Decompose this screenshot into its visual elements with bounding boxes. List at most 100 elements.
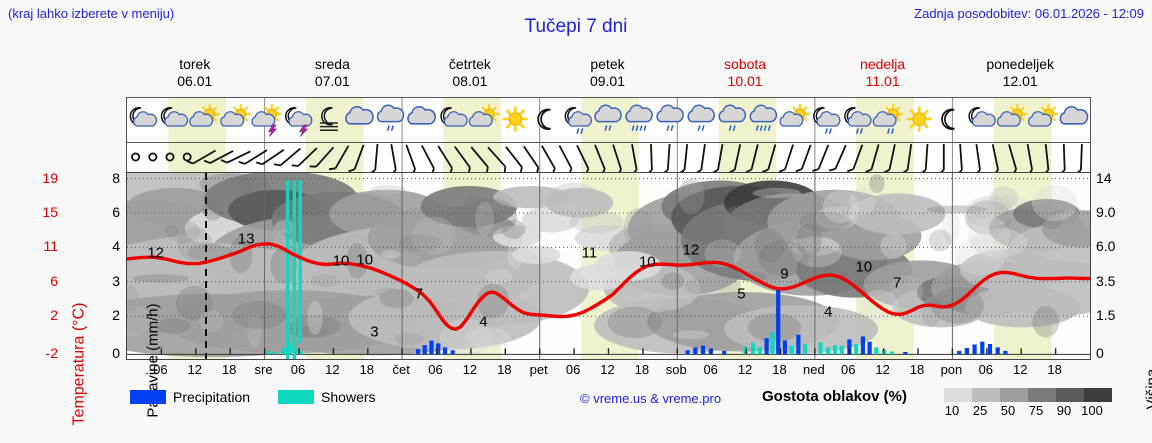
last-update-text: Zadnja posodobitev: 06.01.2026 - 12:09 xyxy=(914,6,1144,21)
wind-barb xyxy=(523,145,540,172)
wind-barb xyxy=(812,144,830,172)
x-tick: 06 xyxy=(703,362,718,377)
colorbar-tick: 10 xyxy=(944,403,960,418)
colorbar-tick: 50 xyxy=(1000,403,1016,418)
wind-barb xyxy=(612,144,622,172)
wind-barb-strip xyxy=(126,143,1091,172)
temperature-label: 12 xyxy=(682,241,700,259)
day-name: torek xyxy=(179,56,211,72)
wind-barb xyxy=(291,147,318,167)
day-header-sreda: sreda 07.01 xyxy=(264,56,402,90)
x-tick: 06 xyxy=(978,362,994,377)
wind-barb xyxy=(348,144,365,172)
x-tick: 18 xyxy=(772,362,787,377)
temperature-label: 13 xyxy=(237,230,255,248)
weather-icon-sun-cloud xyxy=(1028,103,1059,127)
wind-barb xyxy=(761,144,777,172)
wind-barb xyxy=(558,145,573,172)
weather-icon-sun-cloud xyxy=(779,103,811,127)
x-tick: 12 xyxy=(875,362,890,377)
weather-icon-cloud xyxy=(407,106,436,125)
wind-barb xyxy=(182,152,192,162)
chart-legend: Precipitation Showers xyxy=(130,389,376,405)
x-tick: 18 xyxy=(497,362,512,377)
colorbar-segment xyxy=(944,388,972,402)
weather-icon-fog-moon xyxy=(319,106,338,131)
credit-link[interactable]: © vreme.us & vreme.pro xyxy=(580,391,722,406)
x-tick: 18 xyxy=(634,362,650,377)
x-tick: 12 xyxy=(737,362,753,377)
weather-icon-moon-cloud xyxy=(160,106,189,127)
weather-icon-sun-cloud-lightning xyxy=(251,103,282,137)
wind-barb xyxy=(273,147,301,167)
wind-barb xyxy=(370,143,379,172)
x-tick: 06 xyxy=(841,362,856,377)
cloud-density-colorbar xyxy=(944,388,1112,402)
day-name: sreda xyxy=(314,56,350,72)
temperature-label: 10 xyxy=(855,258,873,276)
wind-barb xyxy=(1076,143,1083,172)
x-tick: 12 xyxy=(1012,362,1028,377)
day-date: 06.01 xyxy=(177,73,213,89)
weather-icon-moon-cloud xyxy=(440,106,468,127)
x-tick: sre xyxy=(254,362,273,377)
temperature-label: 7 xyxy=(892,274,902,292)
legend-item-precipitation: Precipitation xyxy=(130,389,250,405)
x-tick: ned xyxy=(802,362,825,377)
x-tick: 12 xyxy=(187,362,203,377)
precipitation-tick: 4 xyxy=(112,238,120,255)
wind-barb xyxy=(594,144,606,172)
wind-barb xyxy=(220,150,251,164)
temperature-label: 4 xyxy=(824,303,833,321)
weather-icon-sun-cloud xyxy=(468,103,500,127)
wind-barb xyxy=(828,144,847,172)
wind-barb xyxy=(696,143,706,172)
colorbar-segment xyxy=(1028,388,1056,402)
colorbar-segment xyxy=(1000,388,1028,402)
day-header-ponedeljek: ponedeljek 12.01 xyxy=(951,56,1089,90)
weather-icon-moon-cloud-lightning xyxy=(285,106,313,137)
precipitation-tick: 2 xyxy=(112,307,120,324)
wind-barb xyxy=(902,143,913,172)
wind-barb xyxy=(846,144,864,172)
weather-icon-cloud xyxy=(1059,106,1089,125)
temperature-tick: 2 xyxy=(50,307,58,324)
colorbar-segment xyxy=(1056,388,1084,402)
wind-barb xyxy=(1008,144,1018,172)
weather-icon-sun xyxy=(502,106,529,132)
day-name: četrtek xyxy=(448,56,491,72)
x-tick: 12 xyxy=(600,362,615,377)
wind-barb xyxy=(975,143,981,172)
x-tick: sob xyxy=(665,362,687,377)
wind-barb xyxy=(405,144,417,172)
weather-icon-moon-cloud-drizzle xyxy=(813,106,841,134)
wind-barb xyxy=(795,144,812,172)
temperature-tick: 19 xyxy=(42,169,58,186)
meteogram-plot xyxy=(126,172,1091,360)
temperature-label: 5 xyxy=(737,285,746,303)
temperature-tick: 15 xyxy=(42,203,58,220)
wind-barb xyxy=(679,144,689,172)
wind-barb xyxy=(648,143,653,172)
precipitation-tick: 6 xyxy=(112,203,120,220)
cloud-height-axis-title: Višina oblakov (km) xyxy=(1143,368,1152,410)
wind-barb xyxy=(541,145,556,172)
x-tick: 12 xyxy=(462,362,478,377)
cloud-height-tick: 6.0 xyxy=(1096,238,1116,255)
day-name: ponedeljek xyxy=(986,56,1055,72)
day-date: 12.01 xyxy=(1002,73,1038,89)
wind-barb xyxy=(437,145,453,172)
x-tick: čet xyxy=(392,362,410,377)
day-name: sobota xyxy=(724,56,767,72)
legend-item-showers: Showers xyxy=(278,389,376,405)
wind-barb xyxy=(203,150,234,164)
wind-barb xyxy=(745,144,759,172)
precipitation-legend-label: Precipitation xyxy=(173,389,251,405)
wind-barb xyxy=(663,143,671,172)
weather-icon-cloud-drizzle xyxy=(718,104,747,131)
wind-barb xyxy=(487,146,507,172)
weather-icon-sun-cloud xyxy=(996,103,1028,127)
weather-icons-svg xyxy=(129,98,1089,142)
wind-barb xyxy=(453,145,471,172)
